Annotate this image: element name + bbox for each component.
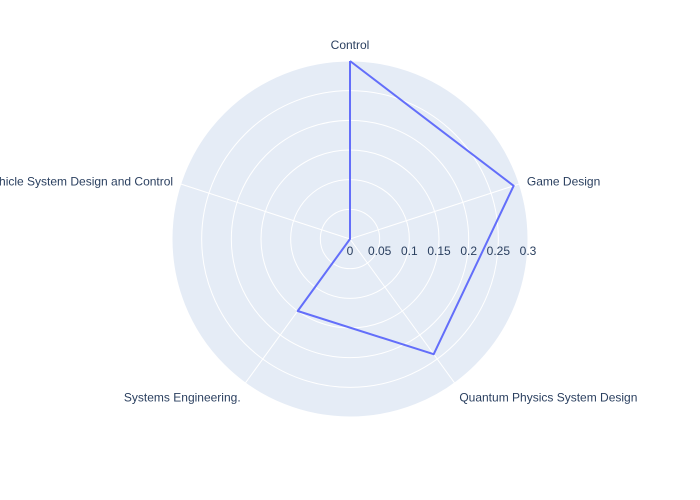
radial-tick-label: 0.1 — [401, 244, 418, 258]
trace-layer — [296, 60, 515, 356]
angular-axis-label: Game Design — [527, 175, 600, 189]
radial-tick-label: 0.15 — [427, 244, 451, 258]
angular-axis-label: Quantum Physics System Design — [459, 390, 637, 404]
angular-axis-label: Systems Engineering. — [124, 390, 241, 404]
radial-tick-label: 0.25 — [487, 244, 511, 258]
radial-tick-label: 0 — [347, 244, 354, 258]
radial-tick-label: 0.3 — [520, 244, 537, 258]
grid-spoke — [349, 238, 456, 384]
radial-tick-label: 0.05 — [368, 244, 392, 258]
angular-label-layer: Control Game Design Quantum Physics System… — [0, 38, 637, 404]
angular-axis-label: Vehicle System Design and Control — [0, 175, 173, 189]
radial-tick-layer: 0 0.05 0.1 0.15 0.2 0.25 0.3 — [347, 244, 537, 258]
grid-spoke — [180, 183, 351, 240]
grid-spoke — [349, 183, 520, 240]
angular-axis-label: Control — [331, 38, 370, 52]
series-line — [296, 60, 515, 356]
radial-tick-label: 0.2 — [460, 244, 477, 258]
